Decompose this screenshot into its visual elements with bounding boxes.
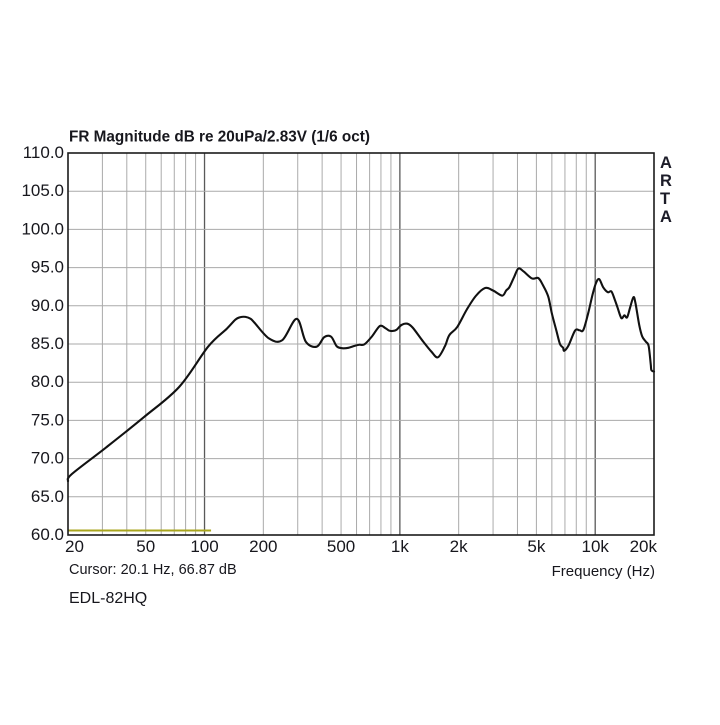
svg-text:10k: 10k [581, 537, 609, 556]
svg-text:100.0: 100.0 [21, 219, 64, 238]
svg-text:110.0: 110.0 [23, 143, 64, 162]
svg-text:2k: 2k [450, 537, 468, 556]
svg-text:20: 20 [65, 537, 84, 556]
svg-text:105.0: 105.0 [21, 181, 64, 200]
svg-text:T: T [660, 190, 670, 208]
svg-text:80.0: 80.0 [31, 372, 64, 391]
svg-text:200: 200 [249, 537, 277, 556]
svg-text:70.0: 70.0 [31, 449, 64, 468]
svg-text:Frequency (Hz): Frequency (Hz) [552, 563, 655, 580]
svg-text:R: R [660, 172, 672, 190]
svg-text:500: 500 [327, 537, 355, 556]
svg-text:65.0: 65.0 [31, 487, 64, 506]
svg-text:A: A [660, 154, 672, 172]
svg-text:60.0: 60.0 [31, 525, 64, 544]
svg-text:20k: 20k [630, 537, 658, 556]
svg-text:90.0: 90.0 [31, 296, 64, 315]
svg-text:85.0: 85.0 [31, 334, 64, 353]
svg-text:1k: 1k [391, 537, 409, 556]
svg-text:75.0: 75.0 [31, 410, 64, 429]
svg-text:Cursor: 20.1 Hz, 66.87 dB: Cursor: 20.1 Hz, 66.87 dB [69, 562, 237, 578]
svg-text:A: A [660, 208, 672, 226]
svg-text:5k: 5k [527, 537, 545, 556]
svg-text:FR Magnitude dB re 20uPa/2.83V: FR Magnitude dB re 20uPa/2.83V (1/6 oct) [69, 129, 370, 146]
svg-text:EDL-82HQ: EDL-82HQ [69, 590, 147, 607]
svg-text:95.0: 95.0 [31, 258, 64, 277]
svg-text:100: 100 [190, 537, 218, 556]
svg-text:50: 50 [136, 537, 155, 556]
